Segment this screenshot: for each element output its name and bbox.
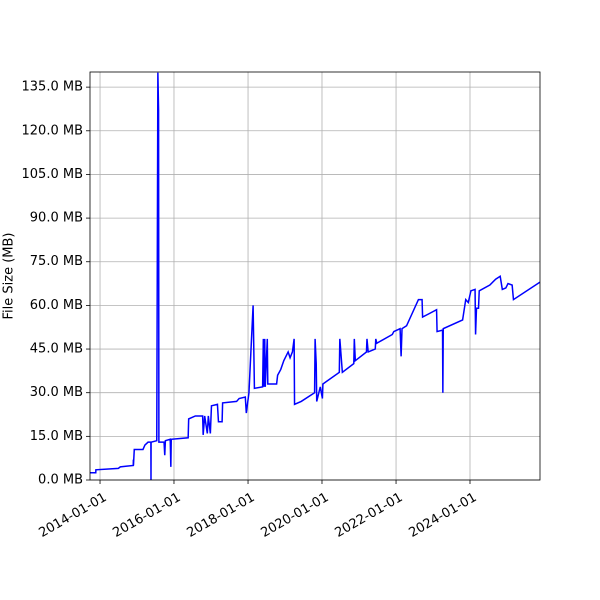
plot-frame: [89, 71, 541, 481]
y-tick-label: 60.0 MB: [30, 298, 83, 313]
y-tick-label: 45.0 MB: [30, 342, 83, 357]
y-tick-label: 15.0 MB: [30, 429, 83, 444]
x-tick-label: 2024-01-01: [406, 490, 479, 541]
data-line: [90, 72, 540, 480]
x-tick-label: 2020-01-01: [258, 490, 331, 541]
y-tick-label: 105.0 MB: [22, 167, 83, 182]
y-tick-label: 30.0 MB: [30, 385, 83, 400]
y-tick-label: 135.0 MB: [22, 80, 83, 95]
x-tick-label: 2014-01-01: [36, 490, 109, 541]
y-tick-label: 75.0 MB: [30, 254, 83, 269]
y-tick-label: 90.0 MB: [30, 211, 83, 226]
y-tick-label: 0.0 MB: [38, 473, 83, 488]
x-tick-label: 2018-01-01: [184, 490, 257, 541]
x-tick-label: 2016-01-01: [110, 490, 183, 541]
x-tick-label: 2022-01-01: [333, 490, 406, 541]
y-axis-label: File Size (MB): [2, 233, 17, 320]
y-tick-label: 120.0 MB: [22, 123, 83, 138]
